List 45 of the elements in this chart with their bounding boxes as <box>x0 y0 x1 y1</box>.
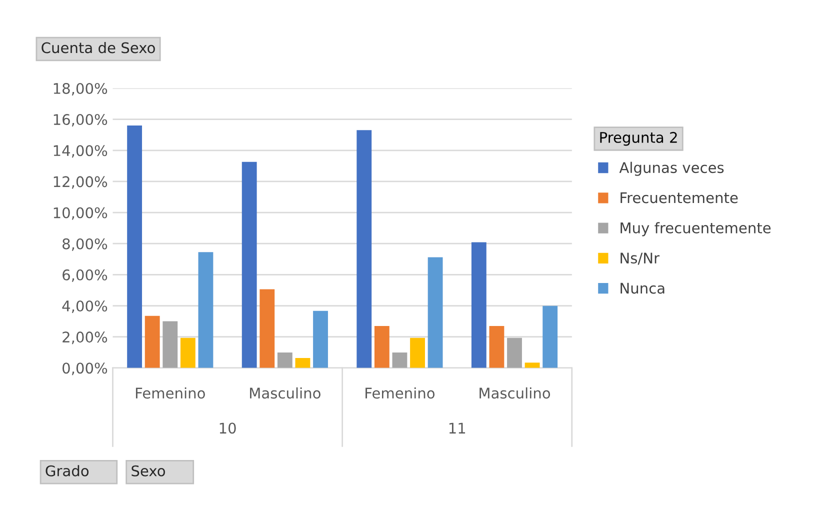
legend-label: Nunca <box>620 282 664 294</box>
x-tick-label: Femenino <box>366 387 435 399</box>
text: Grado <box>46 465 89 476</box>
bar <box>313 310 328 368</box>
bar <box>507 338 522 368</box>
bar <box>428 257 443 368</box>
bar <box>198 252 214 368</box>
y-tick-label: 18,00% <box>54 82 108 96</box>
bar <box>162 321 178 368</box>
bar <box>524 362 540 368</box>
bar <box>277 352 292 368</box>
y-tick-label: 6,00% <box>62 269 108 282</box>
legend-label: Algunas veces <box>619 162 724 176</box>
y-tick-label: 14,00% <box>54 145 108 158</box>
y-tick-label: 16,00% <box>54 114 108 127</box>
x-tick-label: Masculino <box>480 387 550 399</box>
x-tick-label: Femenino <box>136 387 205 399</box>
text: 11 <box>449 422 466 434</box>
x-tick-label: Masculino <box>250 387 320 399</box>
bar <box>542 306 558 368</box>
bar <box>144 316 160 368</box>
bar <box>242 162 257 368</box>
y-tick-label: 2,00% <box>62 332 108 344</box>
y-tick-label: 4,00% <box>62 300 108 313</box>
y-tick-label: 12,00% <box>54 176 108 189</box>
text: Cuenta de Sexo <box>42 42 155 54</box>
bar <box>295 358 310 368</box>
legend-label: Frecuentemente <box>620 192 738 204</box>
bar <box>356 130 372 368</box>
bar <box>374 326 390 368</box>
bar <box>410 338 425 368</box>
text: Sexo <box>132 465 165 476</box>
text: 10 <box>220 422 236 434</box>
legend-title: Pregunta 2 <box>600 132 677 146</box>
bar <box>180 338 196 368</box>
y-tick-label: 10,00% <box>54 207 108 220</box>
y-tick-label: 8,00% <box>62 238 108 251</box>
legend-label: Muy frecuentemente <box>620 222 771 236</box>
bar <box>392 352 408 368</box>
legend-label: Ns/Nr <box>620 252 660 265</box>
bar <box>127 126 142 368</box>
bar <box>260 289 275 368</box>
bar <box>471 242 486 368</box>
bar <box>489 326 504 368</box>
y-tick-label: 0,00% <box>62 362 108 376</box>
